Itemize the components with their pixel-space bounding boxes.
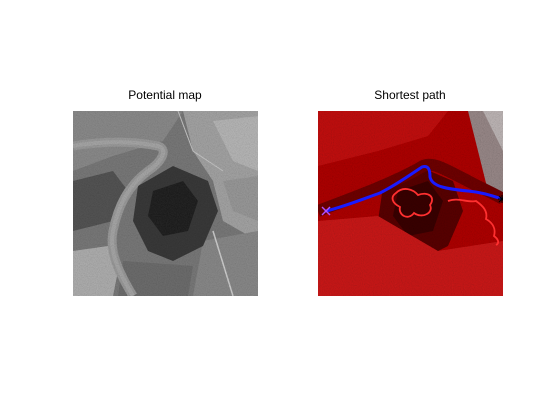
shortest-path-image [318,111,503,296]
front-contour-left [391,188,433,218]
star-marker [498,195,503,203]
potential-map-image [73,111,258,296]
right-panel-title: Shortest path [374,88,446,102]
front-contour-right [447,198,500,246]
shortest-path-line [324,165,503,213]
left-panel-title: Potential map [128,88,202,102]
cross-marker [321,206,331,216]
